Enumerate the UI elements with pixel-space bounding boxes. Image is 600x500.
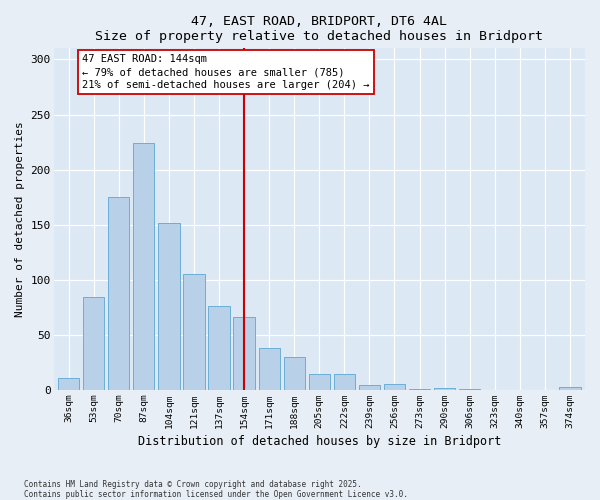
Bar	[108, 197, 130, 390]
Bar	[409, 389, 430, 390]
Text: 47 EAST ROAD: 144sqm
← 79% of detached houses are smaller (785)
21% of semi-deta: 47 EAST ROAD: 144sqm ← 79% of detached h…	[82, 54, 370, 90]
Bar	[559, 387, 581, 390]
X-axis label: Distribution of detached houses by size in Bridport: Distribution of detached houses by size …	[137, 434, 501, 448]
Bar	[158, 222, 179, 390]
Y-axis label: Number of detached properties: Number of detached properties	[15, 122, 25, 317]
Title: 47, EAST ROAD, BRIDPORT, DT6 4AL
Size of property relative to detached houses in: 47, EAST ROAD, BRIDPORT, DT6 4AL Size of…	[95, 15, 543, 43]
Bar	[284, 357, 305, 390]
Bar	[208, 306, 230, 390]
Bar	[359, 385, 380, 390]
Bar	[459, 389, 481, 390]
Bar	[259, 348, 280, 391]
Bar	[58, 378, 79, 390]
Bar	[233, 318, 255, 390]
Bar	[308, 374, 330, 390]
Bar	[434, 388, 455, 390]
Bar	[184, 274, 205, 390]
Bar	[334, 374, 355, 390]
Bar	[83, 296, 104, 390]
Bar	[384, 384, 405, 390]
Bar	[133, 143, 154, 390]
Text: Contains HM Land Registry data © Crown copyright and database right 2025.
Contai: Contains HM Land Registry data © Crown c…	[24, 480, 408, 499]
